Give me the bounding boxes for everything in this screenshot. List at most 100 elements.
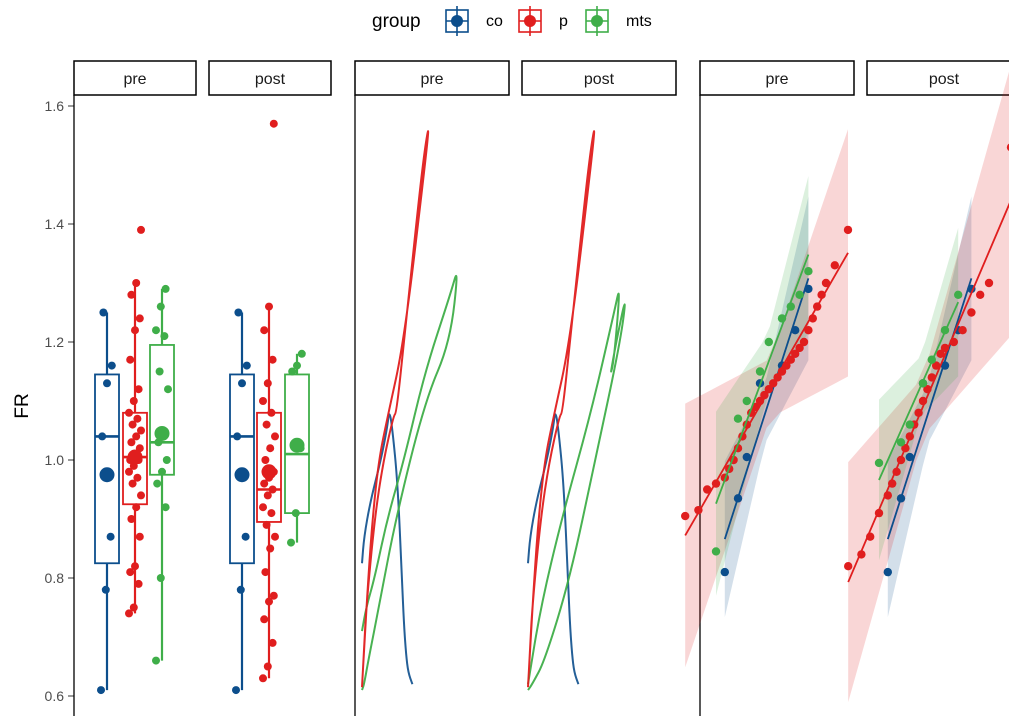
strip-label: post (929, 71, 960, 88)
data-point (287, 538, 295, 547)
qq-point (940, 343, 950, 353)
boxplot-layer (94, 119, 310, 695)
y-tick-label: 1.0 (45, 452, 65, 468)
qq-point (733, 494, 743, 503)
qq-point (733, 414, 743, 423)
qq-point (755, 367, 765, 376)
data-point (268, 638, 277, 647)
box-iqr (149, 344, 175, 476)
qq-point (932, 361, 941, 370)
data-point (261, 568, 270, 577)
strip-box (354, 60, 510, 96)
qq-point (927, 373, 936, 382)
mean-point (289, 437, 305, 453)
data-point (101, 585, 110, 594)
qq-point (976, 290, 985, 299)
qq-point (755, 396, 765, 406)
strip-box (866, 60, 1009, 96)
data-point (232, 686, 240, 695)
qq-point (773, 373, 782, 382)
qq-point (905, 420, 914, 429)
data-point (137, 225, 145, 234)
data-point (128, 420, 137, 429)
box-iqr (94, 373, 120, 565)
data-point (293, 361, 301, 370)
data-point (263, 662, 272, 671)
qq-point (844, 562, 853, 571)
data-point (259, 503, 267, 512)
data-point (259, 397, 267, 405)
data-point (103, 379, 111, 388)
data-point (297, 349, 306, 358)
data-point (128, 479, 137, 488)
reference-line (715, 254, 810, 505)
qq-point (720, 567, 729, 577)
qq-point (984, 278, 994, 288)
qq-point (958, 326, 967, 335)
data-point (266, 444, 275, 453)
qq-point (742, 396, 751, 406)
qq-point (795, 290, 804, 299)
density-curve (361, 274, 458, 691)
qq-point (923, 385, 932, 394)
qq-point (914, 408, 923, 417)
density-curve (527, 292, 626, 691)
qq-point (857, 550, 866, 559)
data-point (152, 656, 160, 665)
qq-point (940, 361, 950, 370)
qq-point (918, 396, 928, 406)
data-point (265, 302, 273, 311)
data-point (98, 432, 107, 441)
legend-title: group (372, 11, 421, 32)
qq-point (888, 479, 897, 488)
data-point (155, 367, 164, 376)
data-point (125, 609, 133, 618)
data-point (135, 532, 144, 541)
data-point (132, 503, 141, 512)
data-point (236, 585, 245, 594)
mean-point (127, 449, 143, 465)
legend-label-mts: mts (626, 13, 652, 30)
data-point (265, 597, 273, 606)
strip-box (73, 60, 197, 96)
data-point (132, 279, 141, 287)
qq-point (795, 343, 804, 353)
data-point (259, 674, 267, 683)
y-axis-title: FR (12, 393, 33, 418)
legend: group co p mts (372, 6, 652, 36)
data-point (262, 420, 271, 429)
data-point (263, 491, 272, 500)
qq-point (918, 379, 928, 388)
strip-label: pre (420, 71, 443, 88)
data-point (152, 326, 160, 335)
qq-point (967, 308, 976, 317)
data-point (234, 308, 243, 317)
qq-point (817, 290, 826, 299)
data-point (97, 686, 105, 695)
legend-key-co (445, 6, 469, 36)
y-tick-label: 0.6 (45, 688, 65, 704)
qq-point (791, 349, 800, 358)
data-point (233, 432, 242, 441)
qq-point (883, 491, 892, 500)
data-point (153, 479, 162, 488)
qq-point (901, 444, 910, 453)
data-point (129, 603, 138, 612)
qq-point (703, 485, 712, 494)
confidence-band (879, 227, 959, 561)
qq-point (949, 337, 958, 347)
data-point (271, 532, 279, 541)
data-point (271, 432, 279, 441)
mean-point (154, 425, 170, 441)
qq-point (936, 349, 945, 358)
qq-point (1006, 143, 1009, 151)
y-tick-label: 1.4 (45, 216, 65, 232)
density-curve (361, 413, 414, 685)
data-point (260, 326, 269, 335)
data-point (156, 302, 165, 311)
y-axis: FR 0.6 0.8 1.0 1.2 1.4 1.6 (12, 98, 74, 704)
qq-point (927, 355, 936, 364)
qq-point (808, 314, 817, 323)
qq-point (905, 452, 914, 462)
data-point (288, 367, 297, 376)
